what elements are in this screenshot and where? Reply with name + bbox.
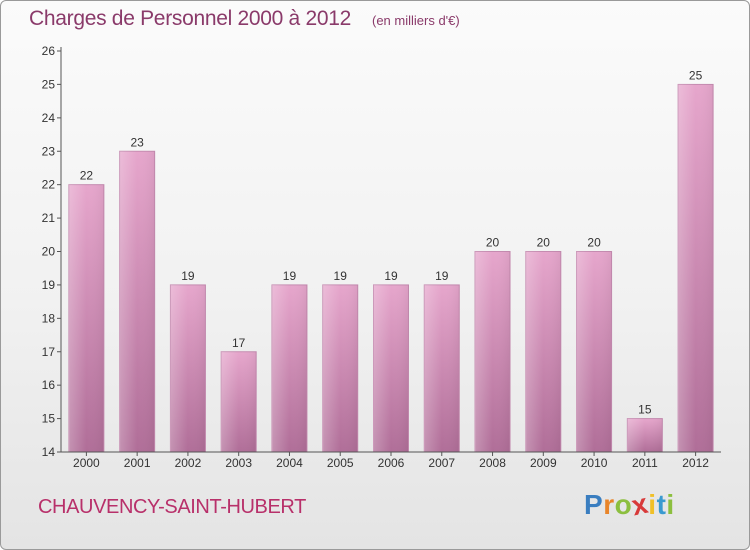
x-tick-label: 2003 xyxy=(225,456,252,470)
logo-letter: i xyxy=(648,489,657,520)
data-label: 20 xyxy=(587,236,601,250)
data-label: 17 xyxy=(232,336,246,350)
y-tick-label: 22 xyxy=(42,178,56,192)
y-tick-label: 20 xyxy=(42,245,56,259)
bar-gloss xyxy=(525,251,561,452)
y-tick-label: 18 xyxy=(42,311,56,325)
x-tick-label: 2012 xyxy=(682,456,709,470)
x-tick-label: 2009 xyxy=(530,456,557,470)
bar-gloss xyxy=(678,84,714,453)
y-tick-label: 17 xyxy=(42,345,56,359)
data-label: 20 xyxy=(486,236,500,250)
data-label: 25 xyxy=(689,68,703,82)
bars: 22 23 19 17 19 19 19 19 20 20 20 15 25 xyxy=(68,68,714,453)
logo-letter: t xyxy=(656,489,667,520)
chart-subtitle: (en milliers d'€) xyxy=(372,13,460,28)
logo-letter: o xyxy=(614,489,633,520)
data-label: 19 xyxy=(334,269,348,283)
x-tick-label: 2008 xyxy=(479,456,506,470)
data-label: 19 xyxy=(435,269,449,283)
bar-gloss xyxy=(576,251,612,452)
y-tick-label: 19 xyxy=(42,278,56,292)
data-label: 23 xyxy=(130,135,144,149)
city-name: CHAUVENCY-SAINT-HUBERT xyxy=(38,496,306,518)
bar-gloss xyxy=(119,151,155,452)
y-tick-label: 16 xyxy=(42,378,56,392)
bar-gloss xyxy=(68,184,104,452)
y-tick-label: 26 xyxy=(42,44,56,58)
bar-gloss xyxy=(170,284,206,452)
x-axis: 2000 2001 2002 2003 2004 2005 2006 2007 2008 2009… xyxy=(61,451,721,470)
chart-title: Charges de Personnel 2000 à 2012 xyxy=(29,7,351,30)
y-tick-label: 25 xyxy=(42,77,56,91)
x-tick-label: 2001 xyxy=(124,456,151,470)
y-tick-label: 21 xyxy=(42,211,56,225)
y-tick-label: 24 xyxy=(42,111,56,125)
bar-gloss xyxy=(221,351,257,452)
x-tick-label: 2007 xyxy=(428,456,455,470)
x-tick-label: 2000 xyxy=(73,456,100,470)
bar-gloss xyxy=(271,284,307,452)
y-tick-label: 15 xyxy=(42,412,56,426)
data-label: 19 xyxy=(384,269,398,283)
y-axis: 14 15 16 17 18 19 20 21 22 23 24 25 26 xyxy=(42,44,62,459)
x-tick-label: 2004 xyxy=(276,456,303,470)
x-tick-label: 2010 xyxy=(581,456,608,470)
bar-gloss xyxy=(475,251,511,452)
y-tick-label: 23 xyxy=(42,144,56,158)
y-tick-label: 14 xyxy=(42,445,56,459)
x-tick-label: 2002 xyxy=(175,456,202,470)
logo-letter: i xyxy=(666,489,675,520)
proxiti-logo: Proxiti xyxy=(584,488,675,522)
data-label: 19 xyxy=(181,269,195,283)
logo-letter: r xyxy=(603,489,615,520)
logo-letter: P xyxy=(584,489,604,520)
bar-gloss xyxy=(424,284,460,452)
data-label: 15 xyxy=(638,403,652,417)
data-label: 22 xyxy=(80,169,94,183)
x-tick-label: 2011 xyxy=(632,456,658,470)
x-tick-label: 2005 xyxy=(327,456,354,470)
data-label: 20 xyxy=(537,236,551,250)
x-tick-label: 2006 xyxy=(378,456,405,470)
bar-gloss xyxy=(322,284,358,452)
bar-gloss xyxy=(627,418,663,452)
data-label: 19 xyxy=(283,269,297,283)
bar-gloss xyxy=(373,284,409,452)
